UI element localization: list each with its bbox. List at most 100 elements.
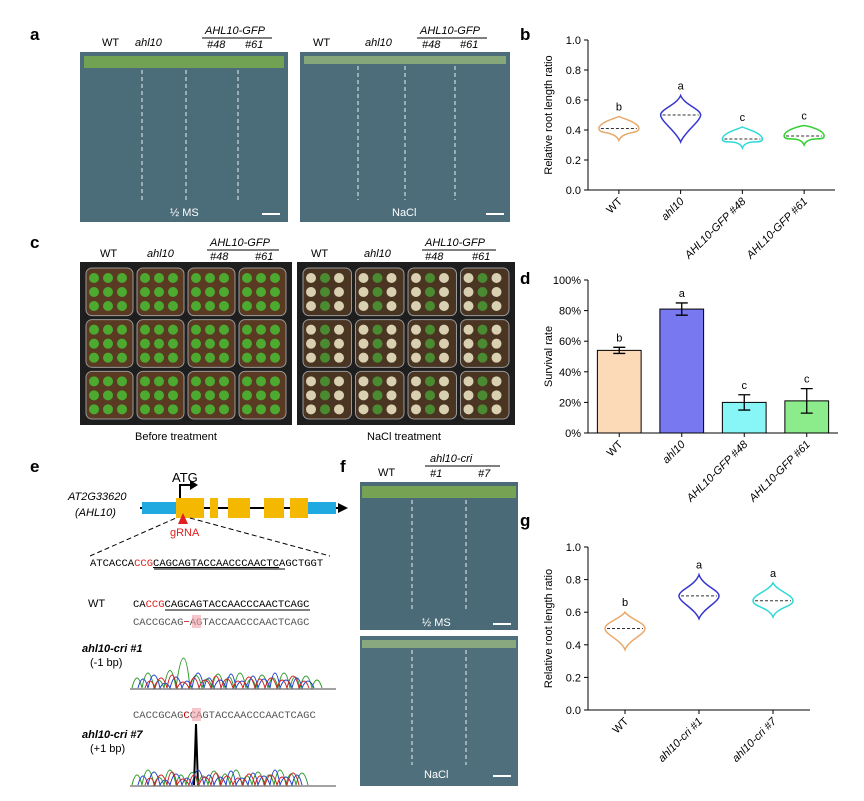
label: WT (311, 248, 328, 260)
plant (463, 338, 474, 349)
plant (477, 404, 488, 415)
plant (103, 273, 113, 283)
plant (89, 352, 99, 363)
plant (320, 352, 330, 363)
plant (103, 390, 113, 401)
plant (117, 390, 127, 401)
plant (89, 376, 99, 387)
plant (89, 301, 99, 311)
panel-letter: b (520, 25, 530, 44)
plant (154, 390, 164, 401)
exon (264, 498, 284, 518)
plant (386, 273, 397, 283)
plant (168, 338, 178, 349)
annotation: c (804, 374, 810, 386)
plant (425, 404, 435, 415)
photo (360, 482, 518, 630)
plant (103, 376, 113, 387)
sequence: CACCGCAGCCAGTACCAACCCAACTCAGC (133, 710, 316, 722)
tss-arrowhead (190, 480, 198, 490)
plant (154, 338, 164, 349)
plant (205, 287, 215, 297)
plant (491, 324, 502, 335)
chromatogram (144, 674, 310, 690)
plant (242, 352, 252, 363)
y-tick-label: 60% (559, 336, 581, 348)
plant (463, 390, 474, 401)
y-tick-label: 1.0 (566, 35, 581, 47)
plant (219, 273, 229, 283)
zoom-line (189, 517, 331, 557)
x-tick-label: AHL10-GFP #48 (682, 195, 749, 262)
plant (386, 301, 397, 311)
plant (477, 273, 488, 283)
plant (140, 390, 150, 401)
plant (477, 376, 488, 387)
plant (306, 390, 316, 401)
plant (372, 301, 383, 311)
plant (270, 273, 280, 283)
plant (411, 301, 421, 311)
plant (372, 287, 383, 297)
y-tick-label: 0.2 (566, 672, 581, 684)
plant (425, 301, 435, 311)
plant (439, 352, 449, 363)
plant (439, 338, 449, 349)
label: #61 (255, 251, 273, 263)
label: ½ MS (170, 207, 199, 219)
plant (411, 376, 421, 387)
plant (425, 273, 435, 283)
plant (270, 287, 280, 297)
annotation: c (801, 111, 807, 123)
plant (168, 273, 178, 283)
plant (411, 273, 421, 283)
chromatogram (131, 657, 323, 690)
plant (140, 404, 150, 415)
plant (270, 324, 280, 335)
plant (411, 287, 421, 297)
annotation: a (679, 288, 686, 300)
plant (89, 338, 99, 349)
label: NaCl (392, 207, 416, 219)
plant (372, 404, 383, 415)
plant (372, 273, 383, 283)
plant (242, 376, 252, 387)
plant (117, 338, 127, 349)
plant (320, 273, 330, 283)
plant (89, 404, 99, 415)
plant (425, 287, 435, 297)
label: AHL10-GFP (204, 25, 266, 37)
plant (334, 390, 344, 401)
arrowhead (338, 503, 348, 513)
label: WT (88, 598, 105, 610)
plant (358, 352, 369, 363)
plant (256, 404, 266, 415)
plant (491, 352, 502, 363)
plant (191, 338, 201, 349)
plant (270, 301, 280, 311)
y-axis-label: Relative root length ratio (543, 569, 555, 688)
plant (256, 390, 266, 401)
plant (320, 390, 330, 401)
bar (784, 400, 830, 434)
x-tick-label: ahl10-cri #1 (656, 716, 705, 765)
plant (386, 404, 397, 415)
plant (358, 324, 369, 335)
plant (242, 404, 252, 415)
plant (306, 273, 316, 283)
plant (219, 338, 229, 349)
violin (604, 610, 646, 652)
plant (140, 287, 150, 297)
plant (191, 301, 201, 311)
violin (752, 581, 794, 620)
plant (191, 352, 201, 363)
seedlings (362, 486, 516, 498)
plant (463, 287, 474, 297)
y-tick-label: 0.4 (566, 125, 581, 137)
error-bar (675, 302, 688, 316)
x-tick-label: ahl10-cri #7 (730, 715, 780, 765)
plant (242, 338, 252, 349)
plant (386, 390, 397, 401)
plant (191, 404, 201, 415)
label: #1 (430, 468, 442, 480)
